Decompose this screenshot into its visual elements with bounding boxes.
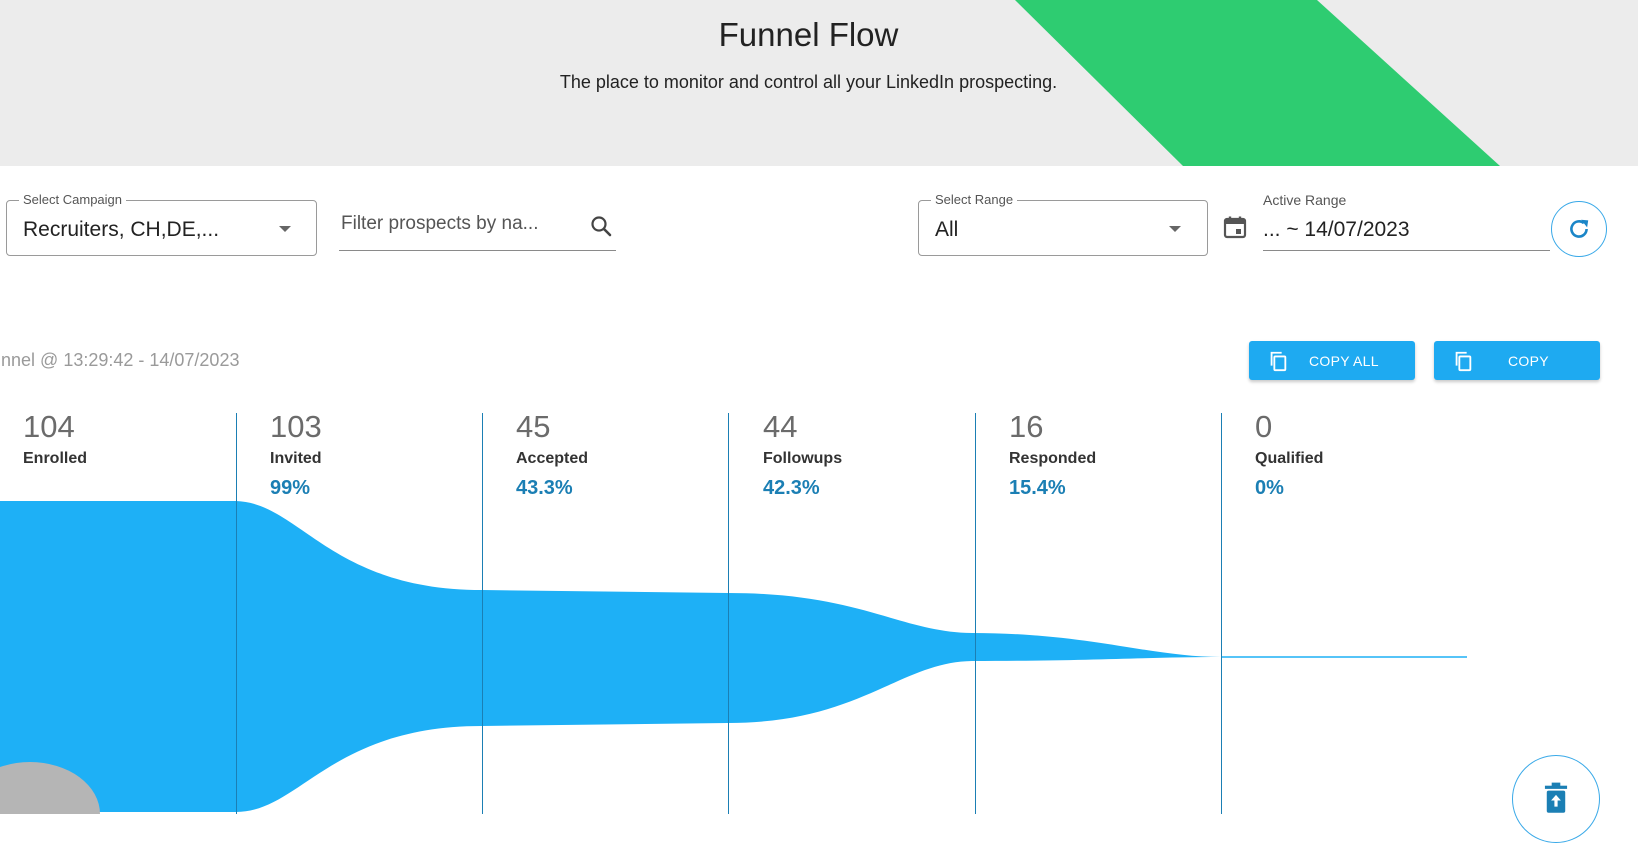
page-header: Funnel Flow The place to monitor and con…: [0, 0, 1638, 166]
search-icon[interactable]: [589, 214, 613, 238]
page-title: Funnel Flow: [718, 16, 899, 53]
stage-divider: [1221, 413, 1222, 814]
stage-percent: 43.3%: [516, 477, 573, 499]
copy-all-button[interactable]: COPY ALL: [1249, 341, 1415, 380]
refresh-button[interactable]: [1551, 201, 1607, 257]
funnel-stage-followups[interactable]: 44 Followups 42.3%: [763, 405, 993, 505]
funnel-stage-invited[interactable]: 103 Invited 99%: [270, 405, 500, 505]
stage-name: Enrolled: [23, 450, 88, 467]
stage-name: Accepted: [516, 450, 589, 467]
prospect-filter: [339, 200, 616, 251]
active-range-label: Active Range: [1263, 192, 1347, 208]
delete-icon: [1544, 782, 1568, 813]
campaign-select[interactable]: Select Campaign Recruiters, CH,DE,...: [6, 192, 317, 256]
funnel-chart: [0, 501, 1467, 814]
stage-name: Invited: [270, 450, 322, 467]
funnel-snapshot-label: unnel @ 13:29:42 - 14/07/2023: [0, 350, 240, 370]
delete-button[interactable]: [1512, 755, 1600, 843]
active-range-value: ... ~ 14/07/2023: [1263, 218, 1410, 241]
stage-percent: 99%: [270, 477, 311, 499]
range-select[interactable]: Select Range All: [918, 192, 1208, 256]
stage-count: 103: [270, 409, 322, 444]
stage-percent: 42.3%: [763, 477, 820, 499]
copy-icon: [1455, 351, 1472, 372]
stage-percent: 15.4%: [1009, 477, 1066, 499]
stage-name: Responded: [1009, 450, 1097, 467]
active-range-field[interactable]: Active Range ... ~ 14/07/2023: [1263, 186, 1550, 251]
stage-name: Qualified: [1255, 450, 1324, 467]
range-select-value: All: [935, 218, 959, 241]
search-input[interactable]: [339, 212, 578, 236]
page-subtitle: The place to monitor and control all you…: [559, 72, 1058, 92]
copy-button[interactable]: COPY: [1434, 341, 1600, 380]
chevron-down-icon: [1169, 226, 1181, 232]
funnel-stage-responded[interactable]: 16 Responded 15.4%: [1009, 405, 1239, 505]
stage-divider: [975, 413, 976, 814]
stage-divider: [728, 413, 729, 814]
stage-count: 45: [516, 409, 551, 444]
stage-count: 104: [23, 409, 75, 444]
header-accent-stripe: [1015, 0, 1500, 166]
stage-percent: 0%: [1255, 477, 1284, 499]
copy-icon: [1270, 351, 1287, 372]
campaign-select-label: Select Campaign: [19, 192, 126, 207]
funnel-stage-enrolled[interactable]: 104 Enrolled: [23, 405, 253, 505]
stage-count: 16: [1009, 409, 1044, 444]
user-avatar-bubble: [0, 762, 100, 814]
stage-divider: [236, 413, 237, 814]
funnel-stage-accepted[interactable]: 45 Accepted 43.3%: [516, 405, 746, 505]
stage-divider: [482, 413, 483, 814]
campaign-select-value: Recruiters, CH,DE,...: [23, 218, 220, 241]
copy-all-label: COPY ALL: [1309, 353, 1379, 369]
funnel-flow-shape: [0, 501, 1221, 812]
range-select-label: Select Range: [931, 192, 1018, 207]
funnel-stage-qualified[interactable]: 0 Qualified 0%: [1255, 405, 1485, 505]
calendar-icon[interactable]: [1223, 215, 1247, 239]
copy-label: COPY: [1508, 353, 1549, 369]
stage-count: 44: [763, 409, 798, 444]
chevron-down-icon: [279, 226, 291, 232]
stage-name: Followups: [763, 450, 843, 467]
stage-count: 0: [1255, 409, 1273, 444]
refresh-icon: [1570, 219, 1589, 238]
